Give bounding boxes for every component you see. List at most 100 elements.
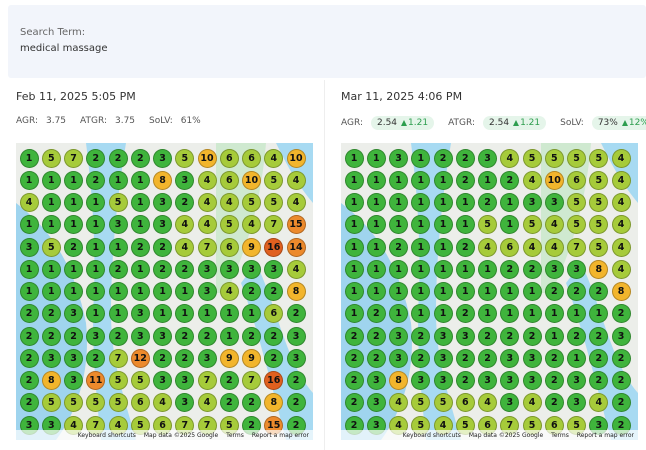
rank-dot: 1 (64, 170, 83, 190)
rank-dot: 2 (344, 348, 364, 368)
rank-dot: 3 (478, 371, 497, 390)
rank-dot: 2 (478, 193, 497, 212)
rank-dot: 1 (130, 215, 150, 235)
rank-dot: 1 (544, 304, 564, 324)
delta-value: 1.21 (520, 118, 541, 128)
rank-dot: 1 (567, 304, 586, 324)
metric-name: SoLV: (560, 118, 584, 128)
rank-dot: 3 (522, 193, 542, 212)
rank-dot: 2 (589, 326, 609, 346)
rank-dot: 8 (286, 282, 306, 301)
rank-dot: 1 (64, 259, 83, 279)
metric-pill: 2.54 1.21 (483, 116, 547, 130)
rank-dot: 5 (567, 148, 586, 168)
rank-dot: 3 (64, 304, 83, 324)
rank-dot: 5 (411, 393, 431, 413)
rank-dot: 1 (41, 215, 61, 235)
rank-dot: 2 (19, 304, 39, 324)
rank-dot: 1 (130, 193, 150, 212)
rank-dot: 2 (344, 393, 364, 413)
rank-dot: 2 (242, 282, 261, 301)
rank-dot: 1 (478, 170, 497, 190)
rank-dot: 5 (41, 237, 61, 257)
rank-dot: 4 (544, 215, 564, 235)
rank-dot: 1 (389, 282, 408, 301)
rank-dot: 2 (478, 348, 497, 368)
rank-dot: 4 (286, 259, 306, 279)
rank-dot: 2 (197, 326, 217, 346)
search-term: medical massage (20, 43, 108, 54)
rank-dot: 16 (264, 371, 284, 390)
date: Feb 11, 2025 5:05 PM (16, 90, 136, 103)
rank-dot: 3 (389, 148, 408, 168)
rank-dot: 9 (219, 348, 239, 368)
rank-dot: 6 (242, 148, 261, 168)
footer-link: Keyboard shortcuts (402, 431, 461, 439)
rank-dot: 12 (130, 348, 150, 368)
rank-dot: 1 (433, 237, 453, 257)
rank-dot: 2 (130, 148, 150, 168)
rank-dot: 2 (19, 371, 39, 390)
rank-dot: 2 (286, 304, 306, 324)
rank-dot: 1 (411, 304, 431, 324)
rank-dot: 1 (153, 282, 172, 301)
rank-dot: 8 (389, 371, 408, 390)
rank-dot: 7 (567, 237, 586, 257)
rank-dot: 3 (286, 348, 306, 368)
rank-dot: 5 (567, 215, 586, 235)
rank-dot: 3 (264, 259, 284, 279)
rank-dot: 2 (522, 326, 542, 346)
rank-dot: 7 (197, 371, 217, 390)
rank-dot: 1 (500, 193, 520, 212)
metric-pill: 73% 12% (591, 116, 646, 130)
rank-dot: 1 (86, 259, 106, 279)
rank-dot: 3 (567, 393, 586, 413)
rank-dot: 2 (175, 193, 195, 212)
rank-dot: 10 (286, 148, 306, 168)
panel: Mar 11, 2025 4:06 PM AGR: 2.54 1.21 ATGR: 2.5… (324, 80, 646, 450)
rank-dot: 2 (366, 304, 386, 324)
up-arrow (621, 120, 628, 126)
rank-dot: 2 (455, 371, 475, 390)
rank-dot: 10 (197, 148, 217, 168)
rank-dot: 3 (242, 259, 261, 279)
rank-dot: 5 (589, 148, 609, 168)
rank-dot: 2 (544, 393, 564, 413)
rank-dot: 1 (86, 282, 106, 301)
rank-dot: 2 (522, 259, 542, 279)
rank-dot: 3 (433, 326, 453, 346)
rank-dot: 5 (411, 415, 431, 435)
rank-dot: 2 (64, 326, 83, 346)
rank-dot: 5 (64, 393, 83, 413)
rank-dot: 5 (589, 170, 609, 190)
rank-dot: 1 (86, 237, 106, 257)
rank-dot: 2 (175, 348, 195, 368)
rank-dot: 6 (130, 393, 150, 413)
rank-dot: 2 (544, 371, 564, 390)
rank-dot: 1 (366, 282, 386, 301)
rank-dot: 2 (344, 326, 364, 346)
rank-dot: 1 (389, 304, 408, 324)
rank-dot: 1 (153, 304, 172, 324)
rank-dot: 1 (130, 170, 150, 190)
search-label: Search Term: (20, 27, 86, 38)
footer-link: Keyboard shortcuts (77, 431, 136, 439)
rank-dot: 2 (611, 348, 631, 368)
footer-link: Map data ©2025 Google (468, 431, 544, 439)
rank-dot: 6 (500, 237, 520, 257)
metric: AGR: 3.75 (16, 116, 66, 126)
metric-value: 2.54 (489, 118, 510, 128)
rank-dot: 1 (411, 170, 431, 190)
rank-dot: 1 (108, 170, 128, 190)
metric-name: SoLV: (149, 116, 173, 126)
rank-dot: 3 (153, 193, 172, 212)
metric: AGR: 2.54 1.21 (341, 116, 435, 130)
rank-dot: 4 (175, 215, 195, 235)
rank-dot: 2 (544, 282, 564, 301)
rank-dot: 1 (108, 282, 128, 301)
rank-dot: 2 (242, 326, 261, 346)
rank-dot: 5 (264, 170, 284, 190)
rank-dot: 6 (219, 148, 239, 168)
rank-dot: 5 (41, 393, 61, 413)
